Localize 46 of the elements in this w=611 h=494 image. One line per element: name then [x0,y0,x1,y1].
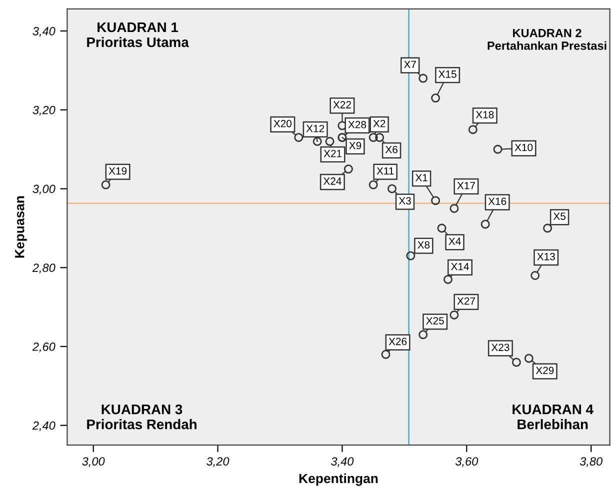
data-label: X24 [323,177,342,185]
data-label: X1 [415,174,428,182]
x-tick-label: 3,40 [331,457,354,467]
x-tick-label: 3,80 [580,457,603,467]
annotation: KUADRAN 4 Berlebihan [512,404,594,430]
y-tick-label: 3,00 [32,184,56,195]
data-label: X21 [324,150,342,158]
data-label: X10 [514,144,533,152]
data-label: X29 [536,366,554,374]
x-tick-label: 3,60 [455,457,478,467]
data-label: X17 [457,182,475,190]
data-label: X14 [450,262,469,270]
x-tick-label: 3,20 [206,457,230,467]
y-axis-title: Kepuasan [15,196,27,258]
data-label: X2 [373,120,386,128]
data-label: X6 [385,146,398,154]
y-tick-label: 3,40 [32,27,56,37]
data-label: X8 [418,241,430,249]
data-label: X19 [108,167,127,175]
data-label: X27 [457,297,475,305]
data-label: X11 [376,167,394,174]
data-label: X15 [438,70,456,78]
data-label: X26 [388,338,407,346]
annotation: KUADRAN 1 Prioritas Utama [87,22,189,48]
data-label: X18 [476,110,494,118]
y-tick-label: 2,80 [32,264,56,274]
data-label: X13 [537,252,555,260]
y-tick-label: 3,20 [32,106,56,116]
data-label: X12 [306,124,324,132]
data-label: X7 [404,60,416,68]
data-label: X25 [426,317,444,324]
data-label: X23 [491,344,510,352]
y-tick-label: 2,60 [32,342,56,352]
data-label: X22 [333,101,351,108]
data-label: X16 [488,198,506,206]
data-label: X5 [553,212,566,220]
annotation: KUADRAN 3 Prioritas Rendah [87,404,196,430]
x-axis-title: Kepentingan [299,473,378,486]
x-tick-label: 3,00 [82,457,105,467]
y-tick-label: 2,40 [32,421,56,432]
data-label: X4 [448,238,461,245]
data-label: X9 [349,142,362,150]
data-label: X3 [398,197,411,205]
data-label: X20 [274,120,292,128]
annotation: KUADRAN 2 Pertahankan Prestasi [488,28,606,50]
data-label: X28 [348,120,366,128]
